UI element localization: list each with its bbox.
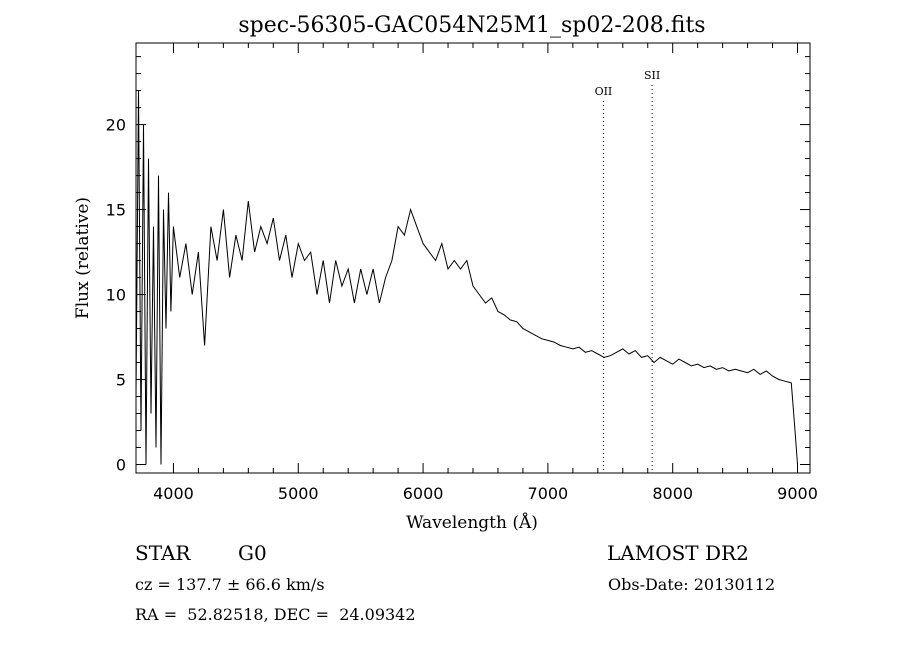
y-tick-label: 20 — [106, 116, 126, 135]
x-axis-label: Wavelength (Å) — [406, 512, 538, 533]
spectrum-line — [135, 90, 798, 465]
plot-frame — [135, 42, 811, 474]
x-tick-label: 9000 — [777, 484, 818, 503]
survey-label: LAMOST DR2 — [607, 541, 749, 565]
emission-line-markers: OII SII — [595, 69, 660, 473]
emission-line-label: OII — [595, 85, 613, 98]
object-class: STAR — [135, 541, 191, 565]
coordinates: RA = 52.82518, DEC = 24.09342 — [135, 605, 416, 624]
x-tick-label: 8000 — [652, 484, 693, 503]
y-axis-label: Flux (relative) — [73, 197, 93, 319]
redshift-value: cz = 137.7 ± 66.6 km/s — [135, 575, 325, 594]
axis-ticks: 4000 5000 6000 7000 8000 9000 0 5 10 15 20 — [106, 43, 818, 503]
spectral-subclass: G0 — [238, 541, 267, 565]
y-tick-label: 10 — [106, 286, 126, 305]
y-tick-label: 0 — [116, 456, 126, 475]
y-tick-label: 15 — [106, 201, 126, 220]
emission-line-label: SII — [644, 69, 660, 82]
y-tick-label: 5 — [116, 371, 126, 390]
observation-date: Obs-Date: 20130112 — [608, 575, 776, 594]
x-tick-label: 7000 — [528, 484, 569, 503]
x-tick-label: 4000 — [153, 484, 194, 503]
x-tick-label: 6000 — [403, 484, 444, 503]
chart-title: spec-56305-GAC054N25M1_sp02-208.fits — [238, 13, 705, 38]
x-tick-label: 5000 — [278, 484, 319, 503]
